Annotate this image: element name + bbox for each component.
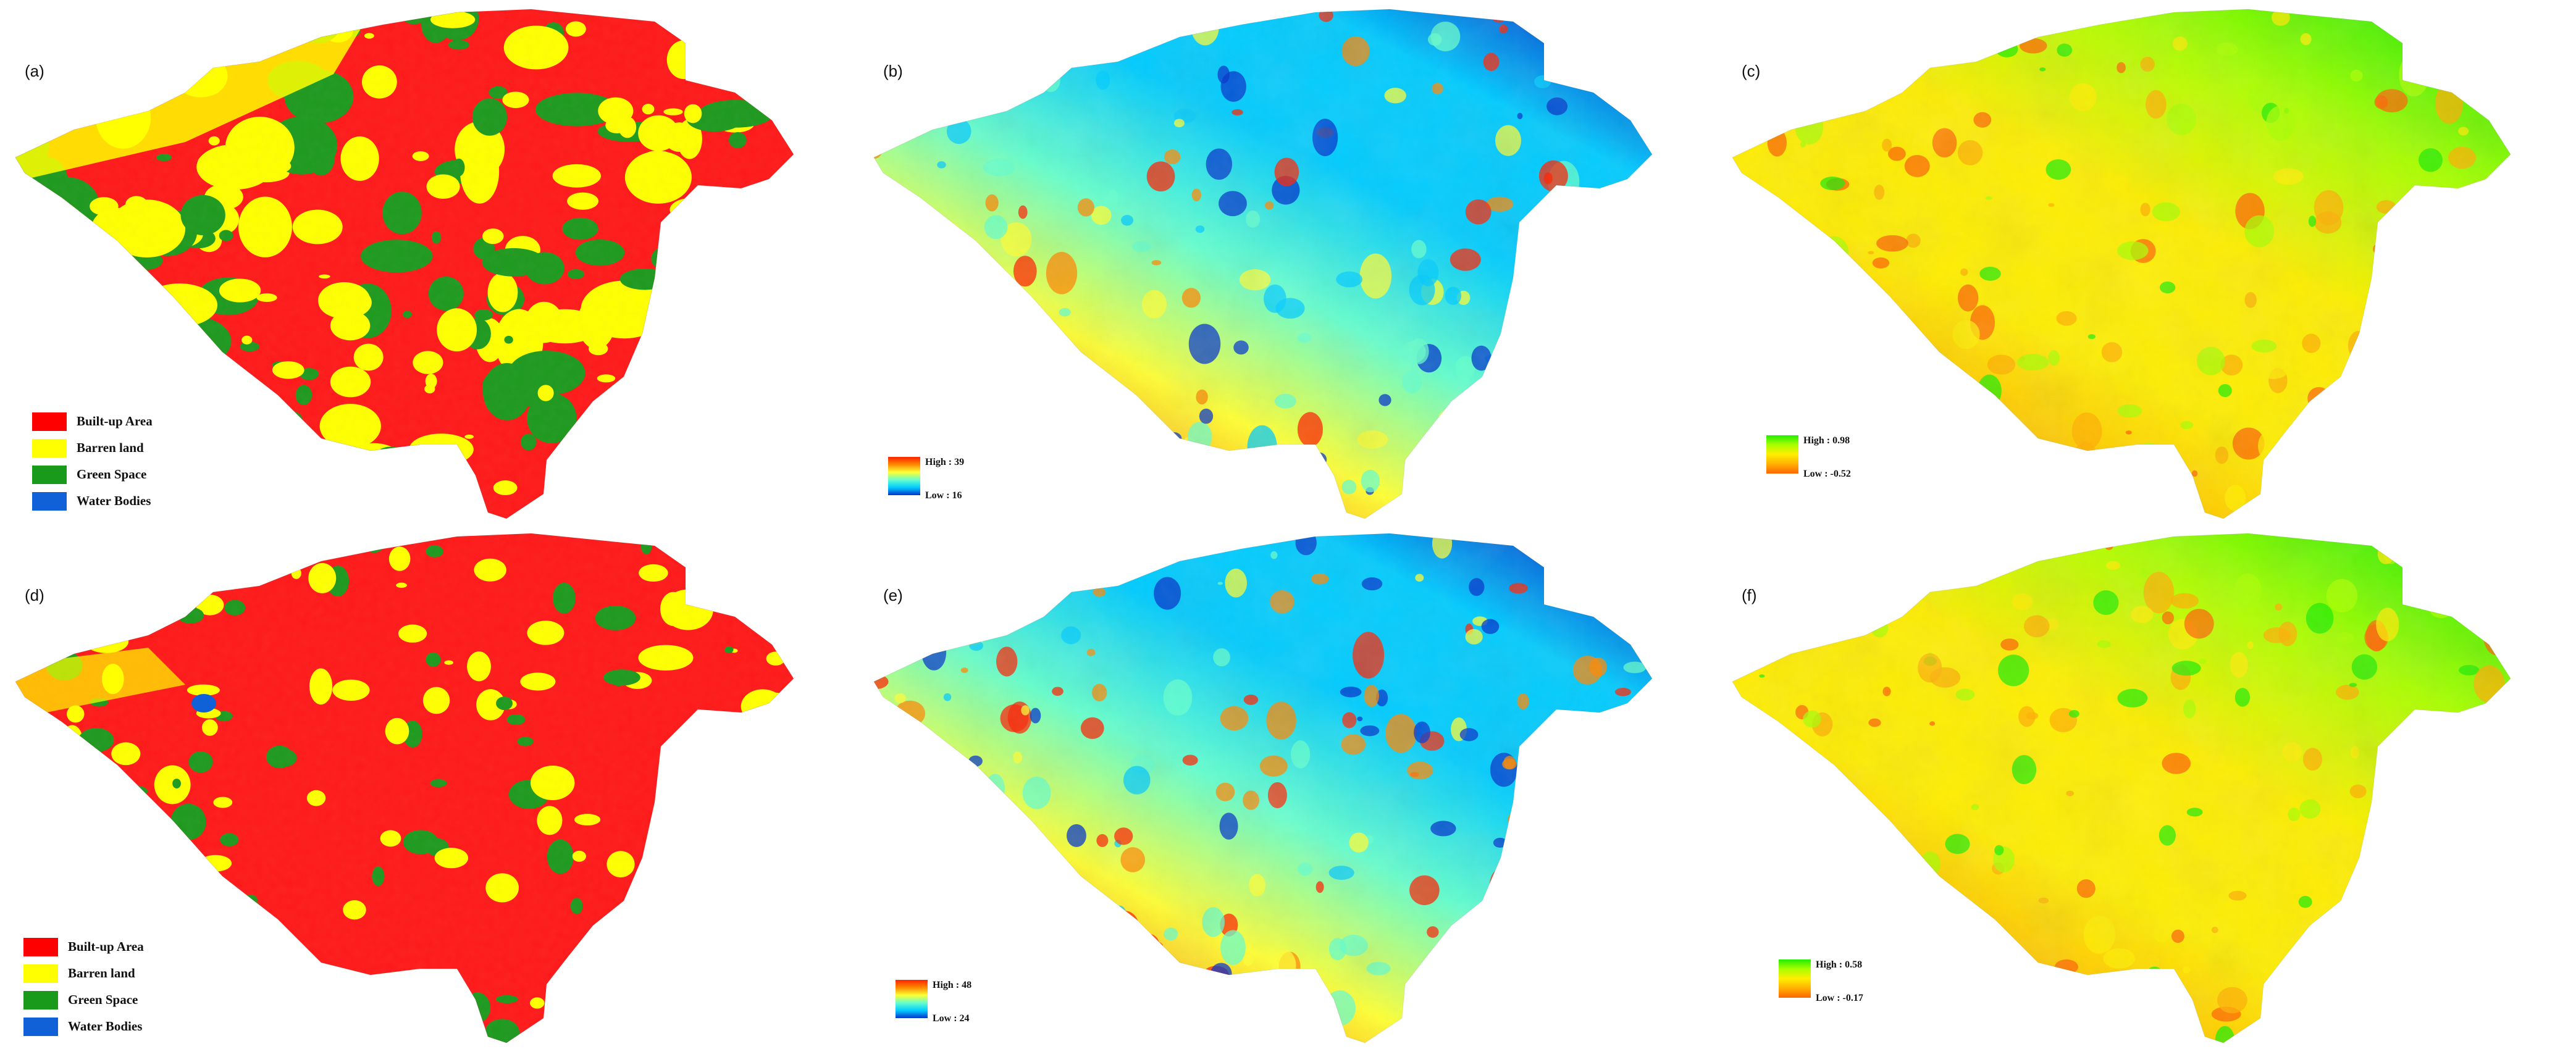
legend-swatch-water — [23, 1018, 58, 1036]
panel-label-e: (e) — [883, 586, 903, 604]
legend-label-green: Green Space — [68, 992, 138, 1007]
panel-label-a: (a) — [25, 62, 44, 80]
legend-label-built-up: Built-up Area — [77, 414, 153, 428]
color-ramp-ndvi — [1766, 435, 1798, 474]
ramp-high-label-c: High : 0.98 — [1803, 435, 1850, 446]
legend-swatch-barren — [23, 964, 58, 983]
map-b-lst — [873, 9, 1653, 519]
legend-swatch-water — [32, 492, 67, 511]
map-f-ndvi — [1732, 533, 2511, 1043]
panel-label-c: (c) — [1742, 62, 1761, 80]
color-ramp-lst — [888, 457, 920, 495]
map-c-ndvi — [1732, 9, 2511, 519]
ramp-low-label-b: Low : 16 — [925, 490, 962, 501]
ramp-high-label-b: High : 39 — [925, 457, 965, 467]
legend-label-water: Water Bodies — [68, 1019, 143, 1034]
map-e-lst — [873, 533, 1653, 1043]
map-d-landcover — [15, 533, 794, 1043]
legend-swatch-green — [23, 991, 58, 1009]
map-raster — [874, 9, 1652, 519]
panel-label-d: (d) — [25, 586, 44, 604]
legend-swatch-built-up — [23, 938, 58, 956]
color-ramp-lst — [896, 980, 928, 1018]
ramp-high-label-f: High : 0.58 — [1816, 959, 1863, 970]
map-panel-a: (a) Built-up Area Barren land Green Spac… — [0, 0, 858, 524]
legend-swatch-barren — [32, 439, 67, 458]
ramp-low-label-c: Low : -0.52 — [1803, 469, 1851, 479]
map-panel-f: (f) High : 0.58 Low : -0.17 — [1717, 524, 2575, 1048]
map-a-landcover — [15, 9, 794, 519]
map-panel-b: (b) High : 39 Low : 16 — [858, 0, 1717, 524]
map-panel-e: (e) High : 48 Low : 24 — [858, 524, 1717, 1048]
ramp-low-label-e: Low : 24 — [933, 1013, 970, 1024]
legend-label-barren: Barren land — [68, 966, 135, 980]
legend-label-green: Green Space — [77, 467, 147, 482]
legend-swatch-green — [32, 466, 67, 484]
ramp-low-label-f: Low : -0.17 — [1816, 993, 1863, 1003]
map-panel-d: (d) Built-up Area Barren land Green Spac… — [0, 524, 858, 1048]
legend-swatch-built-up — [32, 412, 67, 431]
panel-label-b: (b) — [883, 62, 903, 80]
legend-label-water: Water Bodies — [77, 493, 151, 508]
map-raster — [874, 533, 1652, 1043]
legend-label-built-up: Built-up Area — [68, 939, 144, 954]
ramp-high-label-e: High : 48 — [933, 980, 972, 990]
panel-label-f: (f) — [1742, 586, 1757, 604]
legend-label-barren: Barren land — [77, 440, 144, 455]
color-ramp-ndvi — [1779, 959, 1811, 998]
map-panel-c: (c) High : 0.98 Low : -0.52 — [1717, 0, 2575, 524]
